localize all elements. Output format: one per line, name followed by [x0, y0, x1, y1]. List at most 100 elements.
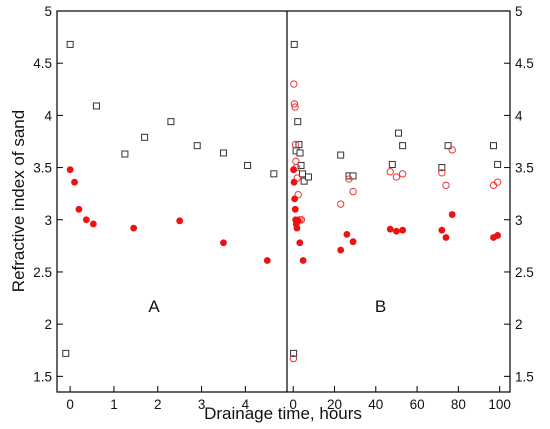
filled-circle-point — [296, 239, 304, 247]
x-tick-label: 2 — [154, 397, 162, 412]
filled-circle-point — [294, 217, 302, 225]
filled-circle-point — [75, 205, 83, 213]
filled-circle-point — [176, 217, 184, 225]
filled-circle-point — [66, 166, 74, 174]
x-tick-label: 0 — [289, 397, 297, 412]
x-tick-label: 3 — [198, 397, 206, 412]
filled-circle-point — [71, 178, 78, 186]
y-tick-label-right: 3.5 — [515, 161, 534, 176]
open-square-point — [438, 164, 446, 172]
filled-circle-point — [82, 216, 90, 224]
y-tick-label-left: 4 — [44, 108, 52, 123]
filled-circle-point — [442, 234, 450, 241]
open-circle-point — [291, 103, 299, 111]
filled-circle-point — [130, 224, 138, 232]
x-axis-title: Drainage time, hours — [204, 404, 362, 423]
open-square-point — [167, 118, 175, 126]
open-square-point — [489, 142, 497, 150]
open-circle-point — [293, 174, 302, 182]
open-circle-point — [349, 187, 357, 196]
y-tick-label-left: 3 — [44, 213, 52, 228]
open-circle-point — [289, 354, 298, 363]
y-tick-label-left: 4.5 — [33, 56, 52, 71]
open-square-point — [399, 142, 407, 150]
y-tick-label-right: 2 — [515, 317, 523, 332]
open-square-point — [290, 349, 298, 357]
x-tick-label: 80 — [451, 397, 466, 412]
x-tick-label: 0 — [66, 397, 74, 412]
open-square-point — [300, 177, 308, 185]
filled-circle-point — [393, 227, 400, 235]
panel-label: A — [148, 297, 160, 316]
open-square-point — [66, 40, 74, 48]
filled-circle-point — [290, 178, 298, 186]
y-tick-label-left: 5 — [44, 4, 52, 19]
open-square-point — [349, 172, 357, 180]
open-square-point — [337, 151, 345, 159]
open-circle-point — [290, 100, 299, 108]
open-square-point — [219, 149, 227, 157]
open-square-point — [388, 160, 396, 168]
x-tick-label: 100 — [488, 397, 511, 412]
x-tick-label: 1 — [110, 397, 118, 412]
open-square-point — [494, 160, 502, 168]
y-tick-label-right: 5 — [515, 4, 523, 19]
open-square-point — [141, 133, 149, 141]
y-tick-label-left: 2 — [44, 317, 52, 332]
x-tick-label: 4 — [242, 397, 250, 412]
open-circle-point — [398, 170, 407, 178]
filled-circle-point — [299, 257, 307, 264]
panel-label: B — [375, 297, 386, 316]
filled-circle-point — [89, 220, 97, 228]
filled-circle-point — [438, 226, 446, 234]
open-circle-point — [336, 200, 345, 208]
filled-circle-point — [494, 232, 502, 239]
open-circle-point — [438, 169, 446, 177]
filled-circle-point — [291, 195, 299, 203]
filled-circle-point — [399, 226, 407, 234]
open-square-point — [395, 129, 402, 137]
filled-circle-point — [291, 205, 299, 213]
plot-frame — [56, 10, 511, 393]
filled-circle-point — [349, 238, 357, 246]
open-circle-point — [291, 140, 300, 149]
y-tick-label-right: 2.5 — [515, 265, 534, 280]
filled-circle-point — [290, 166, 298, 174]
filled-circle-point — [337, 246, 345, 254]
y-axis-title: Refractive index of sand — [9, 110, 28, 292]
filled-circle-point — [293, 224, 301, 232]
y-tick-label-left: 2.5 — [33, 265, 52, 280]
open-square-point — [270, 170, 278, 178]
open-circle-point — [294, 191, 302, 199]
y-tick-label-left: 3.5 — [33, 161, 52, 176]
x-tick-label: 40 — [368, 397, 383, 412]
open-square-point — [244, 161, 252, 169]
open-circle-point — [392, 173, 401, 181]
open-square-point — [290, 40, 298, 48]
y-tick-label-left: 1.5 — [33, 369, 52, 384]
open-square-point — [294, 118, 302, 126]
open-square-point — [193, 142, 201, 150]
open-circle-point — [292, 157, 300, 166]
filled-circle-point — [386, 225, 394, 233]
open-square-point — [296, 149, 304, 157]
open-circle-point — [448, 146, 456, 154]
y-tick-label-right: 3 — [515, 213, 523, 228]
y-tick-label-right: 1.5 — [515, 369, 534, 384]
x-tick-label: 60 — [410, 397, 425, 412]
open-circle-point — [345, 175, 353, 183]
filled-circle-point — [343, 230, 351, 238]
open-circle-point — [493, 178, 502, 186]
open-circle-point — [386, 168, 394, 176]
open-square-point — [297, 161, 305, 169]
open-circle-point — [290, 80, 298, 88]
x-tick-label: 20 — [327, 397, 342, 412]
filled-circle-point — [263, 257, 271, 264]
open-square-point — [92, 102, 100, 110]
open-circle-point — [442, 181, 450, 190]
open-square-point — [304, 173, 312, 181]
open-square-point — [444, 142, 452, 150]
open-square-point — [62, 349, 70, 357]
y-tick-label-right: 4 — [515, 108, 523, 123]
